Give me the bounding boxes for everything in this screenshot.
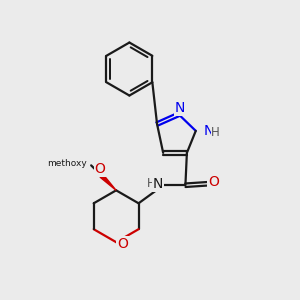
Text: H: H xyxy=(212,126,220,139)
Text: O: O xyxy=(95,162,106,176)
Text: H: H xyxy=(147,177,155,190)
Text: O: O xyxy=(208,175,219,189)
Text: methoxy: methoxy xyxy=(47,159,87,168)
Text: O: O xyxy=(117,237,128,250)
Text: N: N xyxy=(175,101,185,115)
Polygon shape xyxy=(100,174,116,190)
Text: N: N xyxy=(153,177,163,191)
Text: N: N xyxy=(204,124,214,138)
